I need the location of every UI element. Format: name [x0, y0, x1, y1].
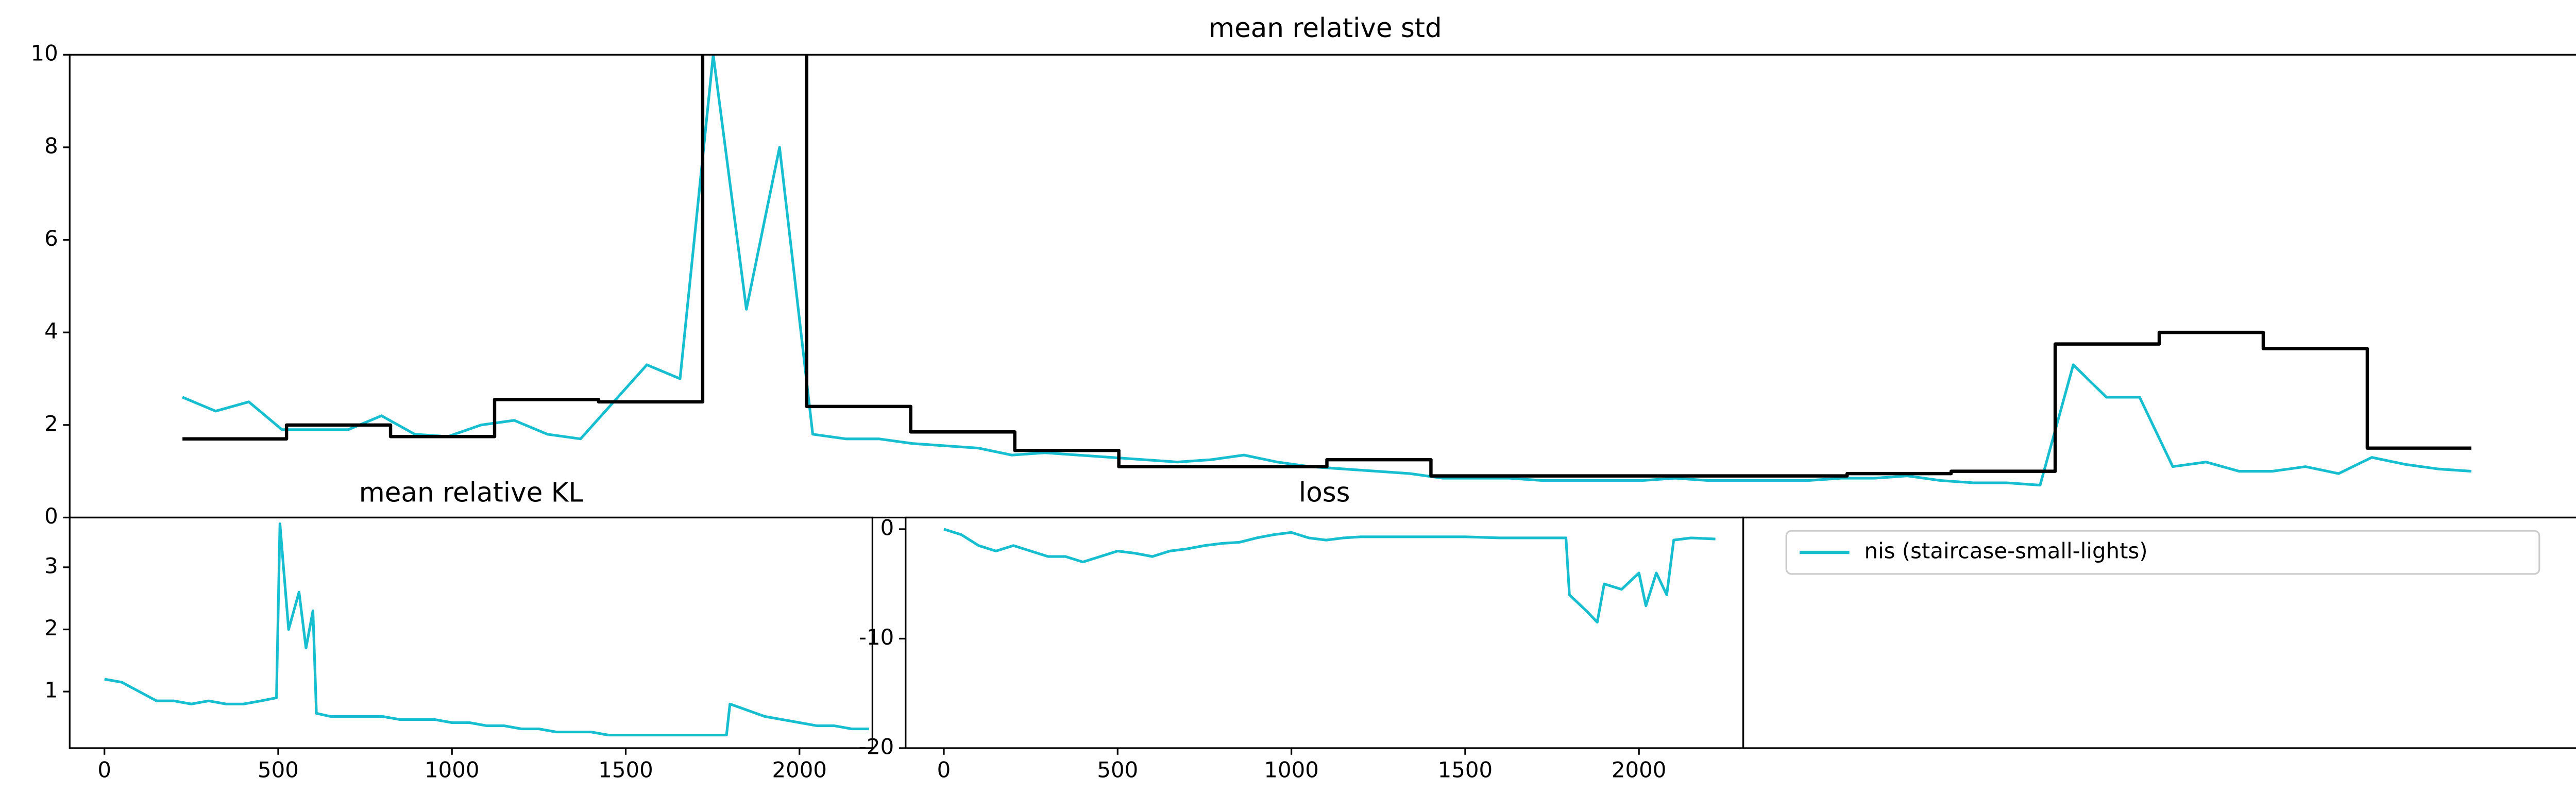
y-tick-label: 10: [30, 41, 58, 66]
y-tick-label: 0: [880, 515, 894, 540]
x-tick-label: 1000: [1264, 757, 1319, 782]
y-tick-label: -10: [859, 625, 894, 650]
chart-title: mean relative KL: [359, 477, 584, 508]
y-tick-label: 1: [44, 678, 58, 703]
y-tick-label: 2: [44, 411, 58, 436]
series-line: [104, 522, 869, 737]
x-tick-label: 1500: [1438, 757, 1493, 782]
x-tick-label: 2000: [1612, 757, 1667, 782]
x-tick-label: 0: [97, 757, 111, 782]
x-tick-label: 1000: [425, 757, 480, 782]
chart-title: mean relative std: [1209, 13, 1442, 44]
series-line: [182, 55, 2471, 478]
axes-frame: [69, 516, 874, 749]
y-tick-label: 4: [44, 318, 58, 344]
plot-area: [104, 522, 869, 737]
legend-box: [1785, 530, 2540, 575]
y-tick-label: 3: [44, 553, 58, 578]
legend-label: nis (staircase-small-lights): [1865, 538, 2148, 564]
x-tick-label: 500: [1097, 757, 1138, 782]
series-line: [943, 528, 1716, 624]
plot-area: [182, 55, 2472, 487]
y-tick-label: -20: [859, 734, 894, 759]
y-tick-label: 8: [44, 133, 58, 158]
chart-title: loss: [1299, 477, 1350, 508]
x-tick-label: 2000: [772, 757, 827, 782]
x-tick-label: 0: [937, 757, 951, 782]
x-tick-label: 500: [258, 757, 299, 782]
plot-area: [943, 528, 1716, 624]
y-tick-label: 6: [44, 226, 58, 251]
axes-frame: [905, 516, 1744, 749]
y-tick-label: 2: [44, 615, 58, 640]
x-tick-label: 1500: [598, 757, 653, 782]
y-tick-label: 0: [44, 503, 58, 529]
